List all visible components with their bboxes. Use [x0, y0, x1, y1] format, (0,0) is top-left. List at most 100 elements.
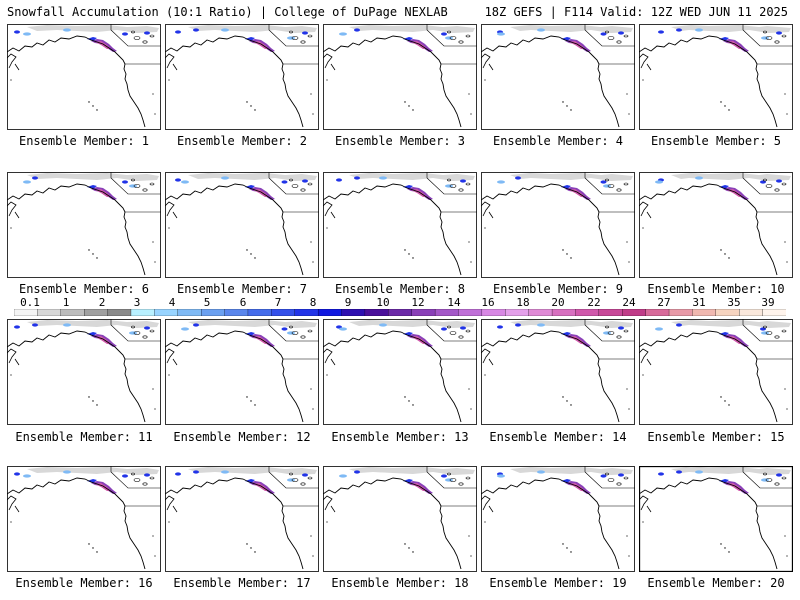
island-dot [784, 535, 786, 537]
snowfall-map [7, 319, 161, 425]
lake-outline [781, 329, 787, 333]
moderate-snow-area [339, 327, 347, 331]
island-dot [250, 105, 252, 107]
light-snow-area [671, 467, 791, 475]
map-frame [323, 24, 477, 130]
lake-outline [300, 482, 306, 486]
colorbar-tick-label: 3 [133, 296, 141, 309]
snowfall-map [323, 319, 477, 425]
snowfall-map [639, 319, 793, 425]
colorbar-swatch [224, 309, 249, 316]
lake-outline [133, 36, 141, 40]
light-snow-area [349, 320, 475, 328]
ensemble-member-panel [323, 319, 477, 425]
light-snow-area [671, 173, 791, 181]
island-dot [470, 261, 472, 263]
lake-outline [291, 478, 299, 482]
ensemble-member-panel [639, 319, 793, 425]
lake-outline [623, 34, 629, 38]
moderate-snow-area [287, 36, 295, 40]
light-snow-area [510, 173, 633, 181]
island-dot [642, 227, 644, 229]
colorbar-swatch [528, 309, 553, 316]
alaska-coastline [323, 495, 336, 513]
coastline [323, 477, 462, 570]
island-dot [642, 79, 644, 81]
moderate-snow-area [655, 180, 663, 184]
political-border [584, 24, 635, 47]
colorbar-swatch [177, 309, 202, 316]
heavy-snow-area [561, 479, 571, 483]
island-dot [468, 241, 470, 243]
lake-outline [307, 34, 313, 38]
island-dot [628, 408, 630, 410]
moderate-snow-area [445, 184, 453, 188]
political-border [584, 319, 635, 342]
lake-outline [458, 482, 464, 486]
island-dot [570, 404, 572, 406]
lake-outline [289, 472, 293, 476]
island-dot [312, 408, 314, 410]
moderate-snow-area [497, 32, 505, 36]
lake-outline [605, 325, 609, 329]
alaska-coastline [639, 348, 652, 366]
ensemble-member-caption: Ensemble Member: 4 [492, 134, 624, 148]
ensemble-member-panel [323, 172, 477, 278]
island-dot [626, 535, 628, 537]
lake-outline [607, 184, 615, 188]
moderate-snow-area [281, 180, 288, 184]
island-dot [728, 257, 730, 259]
ensemble-member-caption: Ensemble Member: 15 [647, 430, 785, 444]
island-dot [168, 79, 170, 81]
moderate-snow-area [658, 472, 664, 476]
island-dot [254, 257, 256, 259]
moderate-snow-area [23, 474, 31, 478]
colorbar-swatch [130, 309, 155, 316]
lake-outline [307, 182, 313, 186]
island-dot [628, 261, 630, 263]
ensemble-member-panel [165, 172, 319, 278]
island-dot [724, 105, 726, 107]
moderate-snow-area [287, 331, 295, 335]
island-dot [720, 101, 722, 103]
lake-outline [607, 36, 615, 40]
political-border [110, 172, 161, 195]
lake-outline [447, 178, 451, 182]
snowfall-colorbar [14, 309, 786, 316]
moderate-snow-area [175, 30, 181, 34]
lake-outline [774, 40, 780, 44]
ensemble-member-caption: Ensemble Member: 3 [334, 134, 466, 148]
colorbar-swatch [762, 309, 786, 316]
island-dot [88, 396, 90, 398]
map-frame [7, 466, 161, 572]
moderate-snow-area [175, 472, 181, 476]
colorbar-swatch [84, 309, 109, 316]
moderate-snow-area [354, 28, 360, 32]
moderate-snow-area [144, 31, 150, 35]
ensemble-member-caption: Ensemble Member: 16 [15, 576, 153, 590]
light-snow-area [510, 320, 633, 328]
colorbar-swatch [271, 309, 296, 316]
moderate-snow-area [221, 470, 229, 474]
lake-outline [133, 184, 141, 188]
moderate-snow-area [618, 326, 624, 330]
lake-outline [623, 182, 629, 186]
moderate-snow-area [63, 323, 71, 327]
coastline [7, 477, 146, 570]
light-snow-area [188, 173, 317, 181]
snowfall-map [639, 466, 793, 572]
lake-outline [763, 472, 767, 476]
island-dot [404, 249, 406, 251]
island-dot [254, 404, 256, 406]
heavy-snow-area [245, 185, 255, 189]
colorbar-tick-label: 7 [274, 296, 282, 309]
moderate-snow-area [122, 474, 128, 478]
light-snow-area [27, 173, 159, 181]
political-border [268, 172, 319, 195]
island-dot [246, 396, 248, 398]
moderate-snow-area [193, 470, 199, 474]
lake-outline [765, 36, 773, 40]
island-dot [250, 253, 252, 255]
colorbar-tick-label: 20 [551, 296, 565, 309]
light-snow-area [349, 25, 475, 33]
